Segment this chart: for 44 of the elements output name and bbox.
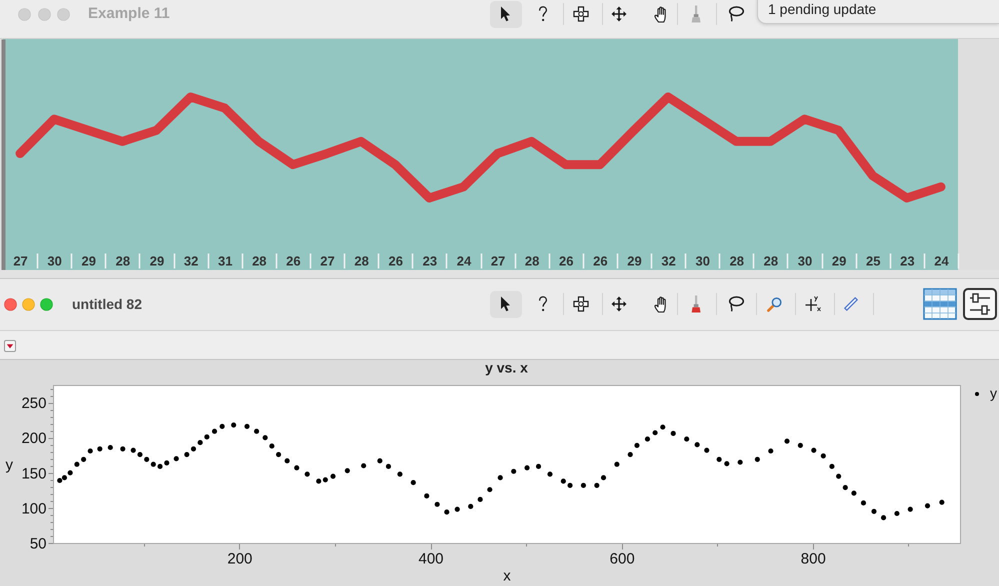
x-tick-label: 30 [47, 254, 62, 268]
x-axis-title: x [503, 568, 512, 584]
x-tick-label: 27 [320, 254, 335, 268]
y-tick-label: 150 [21, 465, 46, 482]
x-tick-label: 28 [730, 254, 744, 268]
x-tick-label: 29 [627, 254, 642, 268]
x-tick-label: 26 [559, 254, 574, 268]
y-axis-title: y [6, 456, 14, 474]
text: 1 pending update [768, 1, 876, 17]
chart-title: y vs. x [485, 360, 528, 376]
x-tick-label: 31 [218, 254, 232, 268]
x-tick-label: 25 [866, 254, 880, 268]
x-tick-label: 200 [227, 550, 252, 568]
x-tick-label: 27 [13, 254, 28, 268]
y-tick-label: 250 [21, 395, 46, 412]
x-tick-label: 32 [661, 254, 676, 268]
x-tick-label: 24 [934, 254, 950, 268]
x-tick-label: 26 [593, 254, 608, 268]
x-tick-label: 23 [422, 254, 438, 268]
y-tick-label: 50 [30, 536, 46, 552]
x-tick-label: 26 [388, 254, 403, 268]
x-tick-label: 26 [286, 254, 301, 268]
x-tick-label: 27 [490, 254, 506, 268]
legend-label: y [990, 385, 997, 401]
x-tick-label: 400 [418, 550, 444, 568]
x-tick-label: 28 [252, 254, 267, 268]
x-tick-label: 800 [800, 550, 826, 568]
text: untitled 82 [72, 295, 142, 313]
x-tick-label: 600 [610, 550, 635, 568]
x-tick-label: 29 [832, 254, 846, 268]
y-tick-label: 200 [21, 430, 46, 448]
x-tick-label: 24 [456, 254, 472, 268]
x-tick-label: 32 [184, 254, 198, 268]
x-tick-label: 30 [798, 254, 812, 268]
x-tick-label: 28 [354, 254, 369, 268]
x-tick-label: 29 [82, 254, 96, 268]
x-tick-label: 23 [900, 254, 915, 268]
y-tick-label: 100 [21, 500, 46, 518]
x-tick-label: 30 [695, 254, 710, 268]
x-tick-label: 28 [764, 254, 778, 268]
chart-title: Example 11 [88, 5, 170, 23]
x-tick-label: 29 [150, 254, 164, 268]
x-tick-label: 28 [524, 254, 540, 268]
x-tick-label: 28 [116, 254, 130, 268]
